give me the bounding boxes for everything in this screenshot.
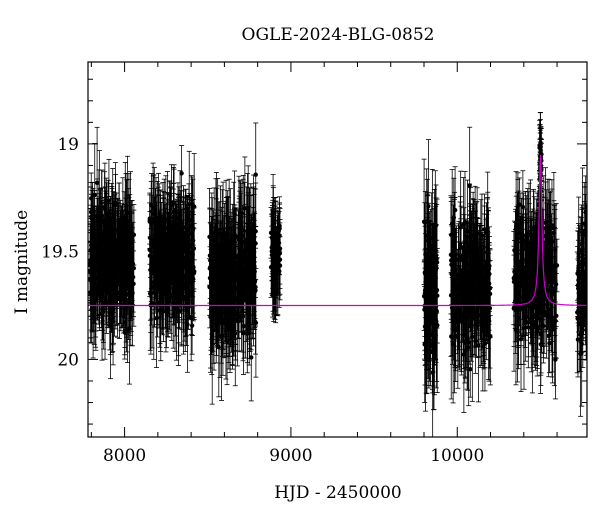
- data-point: [175, 255, 181, 367]
- y-tick-label: 19: [57, 135, 79, 155]
- data-point: [158, 202, 164, 256]
- data-point: [275, 229, 281, 317]
- data-point: [113, 219, 119, 330]
- data-point: [171, 257, 177, 325]
- data-point: [160, 230, 166, 313]
- chart-title: OGLE-2024-BLG-0852: [242, 25, 435, 45]
- data-point: [217, 244, 223, 317]
- y-tick-label: 20: [57, 350, 79, 370]
- data-point: [168, 164, 174, 248]
- season-1: [88, 126, 137, 385]
- data-point: [277, 202, 283, 250]
- x-axis-label: HJD - 2450000: [274, 483, 402, 503]
- data-point: [214, 228, 220, 348]
- data-point: [249, 214, 255, 301]
- data-point: [253, 122, 259, 227]
- x-tick-label: 9000: [269, 446, 312, 466]
- data-point: [233, 255, 239, 345]
- data-point: [216, 242, 222, 311]
- data-point: [191, 205, 197, 292]
- x-tick-label: 10000: [430, 446, 484, 466]
- data-point: [158, 233, 164, 317]
- season-2: [147, 145, 197, 373]
- data-point: [103, 190, 109, 270]
- data-point: [147, 219, 153, 321]
- data-point: [107, 203, 113, 299]
- season-4: [268, 174, 283, 324]
- data-point: [95, 216, 101, 291]
- data-point: [120, 210, 126, 310]
- data-point: [215, 178, 221, 290]
- data-point: [209, 292, 215, 376]
- y-tick-label: 19.5: [41, 243, 79, 263]
- data-point: [223, 200, 229, 317]
- data-point: [105, 278, 111, 329]
- x-tick-label: 8000: [103, 446, 146, 466]
- data-point: [246, 187, 252, 312]
- season-3: [207, 122, 259, 405]
- data-point: [93, 252, 99, 332]
- season-7: [511, 138, 560, 400]
- data-point: [110, 236, 116, 344]
- data-point: [220, 249, 226, 315]
- data-point: [152, 196, 158, 314]
- data-point: [155, 267, 161, 338]
- data-point: [179, 145, 185, 202]
- data-point: [273, 265, 279, 324]
- data-point: [237, 242, 243, 307]
- data-points-layer: [88, 112, 587, 437]
- data-point: [211, 256, 217, 325]
- season-6: [448, 126, 493, 413]
- data-point: [96, 216, 102, 329]
- data-point: [165, 200, 171, 267]
- y-axis-label: I magnitude: [12, 210, 32, 314]
- data-point: [169, 227, 175, 319]
- data-point: [171, 216, 177, 281]
- data-point: [99, 222, 105, 324]
- data-point: [232, 170, 238, 298]
- data-point: [430, 302, 436, 437]
- data-point: [128, 239, 134, 336]
- data-point: [151, 174, 157, 253]
- data-point: [422, 219, 428, 361]
- data-point: [183, 197, 189, 303]
- data-point: [240, 244, 246, 353]
- season-5: [421, 139, 440, 437]
- data-point: [207, 246, 213, 310]
- data-point: [432, 231, 438, 366]
- data-point: [124, 248, 130, 307]
- data-point: [187, 203, 193, 265]
- data-point: [427, 244, 433, 326]
